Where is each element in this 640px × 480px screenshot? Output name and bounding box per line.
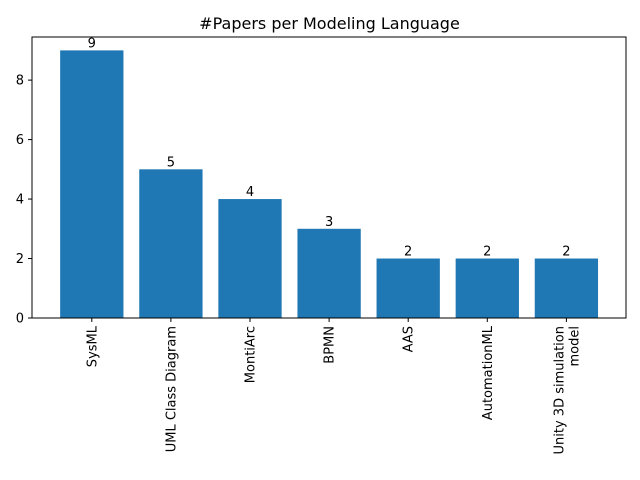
svg-text:BPMN: BPMN bbox=[323, 326, 338, 364]
x-tick-label-4: AAS bbox=[402, 326, 417, 352]
data-label-6: 2 bbox=[562, 245, 570, 260]
svg-text:SysML: SysML bbox=[85, 325, 100, 367]
svg-text:Unity 3D simulationmodel: Unity 3D simulationmodel bbox=[552, 326, 582, 454]
plot-frame bbox=[31, 36, 627, 319]
y-axis: 0 2 4 6 8 bbox=[16, 74, 32, 327]
bar-2 bbox=[218, 199, 282, 318]
bars-group bbox=[60, 50, 599, 318]
y-tick-label-0: 0 bbox=[16, 312, 24, 327]
data-label-0: 9 bbox=[88, 36, 96, 51]
svg-text:AutomationML: AutomationML bbox=[481, 325, 496, 420]
x-tick-label-5: AutomationML bbox=[481, 325, 496, 420]
x-tick-label-6: Unity 3D simulationmodel bbox=[552, 326, 582, 454]
bar-1 bbox=[139, 169, 203, 318]
svg-text:AAS: AAS bbox=[402, 326, 417, 352]
svg-text:MontiArc: MontiArc bbox=[244, 326, 259, 383]
data-label-1: 5 bbox=[167, 155, 175, 170]
data-label-2: 4 bbox=[246, 185, 254, 200]
x-tick-label-3: BPMN bbox=[323, 326, 338, 364]
y-tick-label-4: 8 bbox=[16, 74, 24, 89]
chart-title: #Papers per Modeling Language bbox=[199, 14, 460, 33]
bar-0 bbox=[60, 50, 124, 318]
data-label-5: 2 bbox=[483, 245, 491, 260]
x-axis: SysML UML Class Diagram MontiArc BPMN AAS Aut… bbox=[85, 318, 582, 454]
x-tick-label-0: SysML bbox=[85, 325, 100, 367]
bar-6 bbox=[534, 258, 599, 318]
data-label-3: 3 bbox=[325, 215, 333, 230]
y-tick-label-1: 2 bbox=[16, 252, 24, 267]
x-tick-label-1: UML Class Diagram bbox=[164, 326, 179, 452]
data-label-4: 2 bbox=[404, 245, 412, 260]
x-tick-label-2: MontiArc bbox=[244, 326, 259, 383]
bar-4 bbox=[376, 258, 440, 318]
y-tick-label-3: 6 bbox=[16, 133, 24, 148]
y-tick-label-2: 4 bbox=[16, 193, 24, 208]
svg-text:UML Class Diagram: UML Class Diagram bbox=[164, 326, 179, 452]
data-labels-group: 9 5 4 3 2 2 2 bbox=[88, 36, 571, 259]
bar-3 bbox=[297, 228, 361, 318]
bar-5 bbox=[455, 258, 519, 318]
